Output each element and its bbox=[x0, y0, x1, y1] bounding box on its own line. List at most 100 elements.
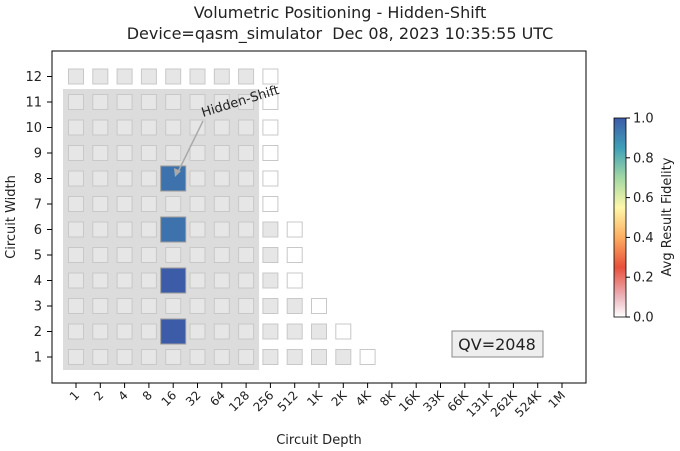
grid-cell bbox=[116, 323, 133, 340]
grid-cell bbox=[165, 349, 182, 365]
x-tick-label: 128 bbox=[226, 388, 252, 414]
grid-cell bbox=[238, 272, 255, 289]
colorbar-ticks: 0.0 0.2 0.4 0.6 0.8 1.0 bbox=[626, 112, 654, 326]
x-tick-label: 524K bbox=[512, 387, 544, 419]
grid-cell bbox=[213, 349, 230, 365]
y-tick-label: 4 bbox=[34, 274, 42, 289]
grid-cell bbox=[238, 247, 255, 263]
grid-cell bbox=[213, 221, 230, 238]
x-tick-label: 262K bbox=[488, 387, 520, 419]
grid-cell bbox=[140, 94, 157, 110]
grid-cell bbox=[68, 68, 84, 85]
grid-cell bbox=[116, 145, 133, 161]
y-tick-label: 3 bbox=[34, 300, 42, 315]
grid-cell bbox=[262, 119, 279, 136]
x-tick-label: 33K bbox=[420, 387, 447, 414]
grid-cell bbox=[68, 272, 84, 289]
grid-cell bbox=[286, 298, 303, 314]
grid-cell bbox=[286, 272, 303, 289]
grid-cell bbox=[238, 68, 255, 85]
grid-cell bbox=[140, 298, 157, 314]
x-tick-label: 32 bbox=[183, 388, 204, 409]
grid-cell bbox=[92, 119, 109, 136]
y-tick-label: 9 bbox=[34, 147, 42, 162]
grid-cell bbox=[286, 349, 303, 365]
grid-cell bbox=[165, 119, 182, 136]
grid-cell bbox=[189, 94, 206, 110]
x-tick-label: 16 bbox=[159, 388, 180, 409]
grid-cell bbox=[68, 119, 84, 136]
grid-cell bbox=[68, 298, 84, 314]
grid-cell bbox=[286, 323, 303, 340]
y-axis-label: Circuit Width bbox=[4, 175, 19, 259]
grid-cell bbox=[189, 247, 206, 263]
qv-badge: QV=2048 bbox=[451, 330, 544, 358]
grid-cell bbox=[165, 247, 182, 263]
grid-cell bbox=[238, 119, 255, 136]
y-tick-label: 7 bbox=[34, 198, 42, 213]
grid-cell bbox=[116, 68, 133, 85]
grid-cell bbox=[92, 349, 109, 365]
grid-cell bbox=[92, 272, 109, 289]
grid-cell bbox=[262, 272, 279, 289]
grid-cell bbox=[238, 298, 255, 314]
y-tick-label: 2 bbox=[34, 325, 42, 340]
grid-cell bbox=[311, 349, 327, 365]
grid-cell bbox=[116, 349, 133, 365]
x-tick-label: 512 bbox=[275, 388, 301, 414]
grid-cell bbox=[238, 349, 255, 365]
grid-cell bbox=[116, 196, 133, 212]
grid-cell bbox=[116, 298, 133, 314]
grid-cell bbox=[68, 323, 84, 340]
grid-cell bbox=[213, 247, 230, 263]
colorbar-tick-label: 0.8 bbox=[633, 151, 654, 166]
grid-cell bbox=[92, 94, 109, 110]
chart-title: Volumetric Positioning - Hidden-Shift bbox=[194, 3, 487, 22]
grid-cell bbox=[92, 170, 109, 187]
grid-cell bbox=[262, 221, 279, 238]
colorbar-tick-label: 1.0 bbox=[633, 112, 654, 127]
grid-cell bbox=[213, 196, 230, 212]
grid-cell bbox=[165, 145, 182, 161]
grid-cell bbox=[189, 145, 206, 161]
y-tick-label: 10 bbox=[25, 121, 42, 136]
grid-cell bbox=[92, 221, 109, 238]
grid-cell bbox=[116, 119, 133, 136]
y-tick-label: 1 bbox=[34, 351, 42, 366]
grid-cell bbox=[189, 196, 206, 212]
result-cell bbox=[160, 165, 187, 192]
grid-cell bbox=[213, 298, 230, 314]
x-tick-label: 131K bbox=[464, 387, 496, 419]
grid-cell bbox=[189, 68, 206, 85]
x-tick-label: 1K bbox=[304, 387, 326, 409]
grid-cell bbox=[286, 221, 303, 238]
grid-cell bbox=[116, 247, 133, 263]
qv-badge-label: QV=2048 bbox=[458, 335, 536, 354]
x-tick-label: 16K bbox=[396, 387, 423, 414]
grid-cell bbox=[165, 94, 182, 110]
annotation-arrow bbox=[176, 120, 204, 175]
result-cell bbox=[160, 216, 187, 243]
grid-cell bbox=[311, 298, 327, 314]
grid-cell bbox=[140, 170, 157, 187]
grid-cell bbox=[68, 349, 84, 365]
grid-cell bbox=[238, 145, 255, 161]
grid-cell bbox=[140, 119, 157, 136]
grid-cell bbox=[92, 247, 109, 263]
x-axis-label: Circuit Depth bbox=[276, 433, 362, 448]
grid-cell bbox=[189, 221, 206, 238]
grid-cell bbox=[116, 272, 133, 289]
grid-cell bbox=[165, 298, 182, 314]
grid-cell bbox=[213, 323, 230, 340]
grid-cell bbox=[213, 119, 230, 136]
grid-cell bbox=[68, 94, 84, 110]
grid-cell bbox=[262, 68, 279, 85]
x-tick-label: 2K bbox=[329, 387, 351, 409]
grid-cell bbox=[165, 68, 182, 85]
grid-cell bbox=[68, 247, 84, 263]
chart-subtitle: Device=qasm_simulator Dec 08, 2023 10:35… bbox=[127, 24, 554, 44]
y-tick-label: 12 bbox=[25, 70, 42, 85]
colorbar: 0.0 0.2 0.4 0.6 0.8 1.0 Avg Result Fidelity bbox=[613, 112, 675, 326]
